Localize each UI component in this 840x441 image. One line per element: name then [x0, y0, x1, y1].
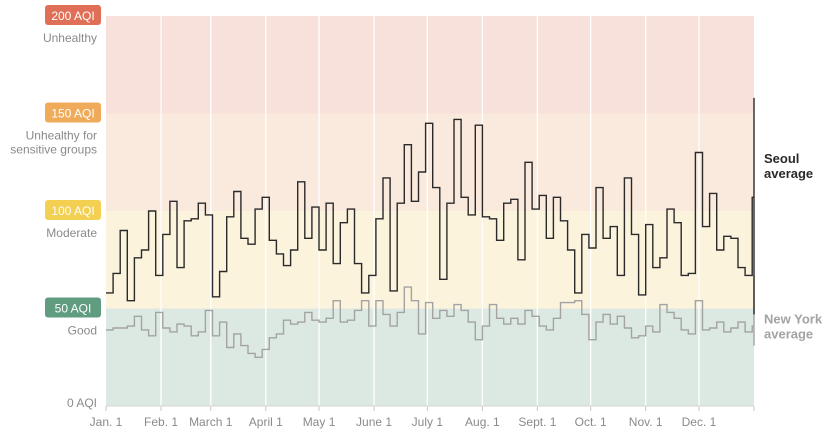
series-label: average [764, 166, 813, 181]
x-tick-label: Aug. 1 [465, 415, 500, 429]
x-tick-label: May 1 [303, 415, 336, 429]
aqi-level-description: sensitive groups [10, 143, 97, 157]
aqi-badge-text: 200 AQI [51, 9, 94, 23]
aqi-badge [45, 297, 101, 318]
x-tick-label: Jan. 1 [90, 415, 123, 429]
aqi-band-0 [106, 308, 754, 406]
aqi-badge-text: 100 AQI [51, 204, 94, 218]
x-tick-label: June 1 [356, 415, 392, 429]
month-gridlines [160, 16, 700, 406]
aqi-axis-label: 0 AQI [67, 396, 97, 410]
aqi-badge-text: 50 AQI [55, 302, 92, 316]
series-label: average [764, 327, 813, 342]
series-line-seoul-average [106, 97, 755, 315]
x-tick-label: Oct. 1 [575, 415, 607, 429]
aqi-level-description: Unhealthy for [26, 129, 97, 143]
x-tick-label: July 1 [412, 415, 444, 429]
series-line-new-york-average [106, 275, 755, 358]
x-axis: Jan. 1 Feb. 1 March 1 April 1 May 1 June 1 Jul… [90, 405, 755, 429]
x-tick-label: Sept. 1 [518, 415, 556, 429]
aqi-level-description: Unhealthy [43, 31, 97, 45]
aqi-band-3 [106, 16, 754, 114]
aqi-level-description: Moderate [46, 226, 97, 240]
aqi-badge [45, 200, 101, 220]
aqi-level-description: Good [68, 324, 97, 338]
aqi-level-labels: 200 AQI Unhealthy 150 AQI Unhealthy forsens… [10, 5, 101, 410]
x-tick-label: Nov. 1 [629, 415, 663, 429]
x-tick-label: April 1 [249, 415, 283, 429]
x-tick-label: Feb. 1 [144, 415, 178, 429]
series-label: Seoul [764, 151, 799, 166]
aqi-bands [106, 16, 754, 406]
x-tick-label: March 1 [189, 415, 233, 429]
series-label: New York [764, 312, 823, 327]
aqi-badge-text: 150 AQI [51, 107, 94, 121]
aqi-badge [45, 102, 101, 123]
series-lines [106, 97, 755, 358]
aqi-badge [45, 5, 101, 25]
x-tick-label: Dec. 1 [682, 415, 717, 429]
aqi-band-1 [106, 211, 754, 309]
aqi-band-2 [106, 113, 754, 211]
